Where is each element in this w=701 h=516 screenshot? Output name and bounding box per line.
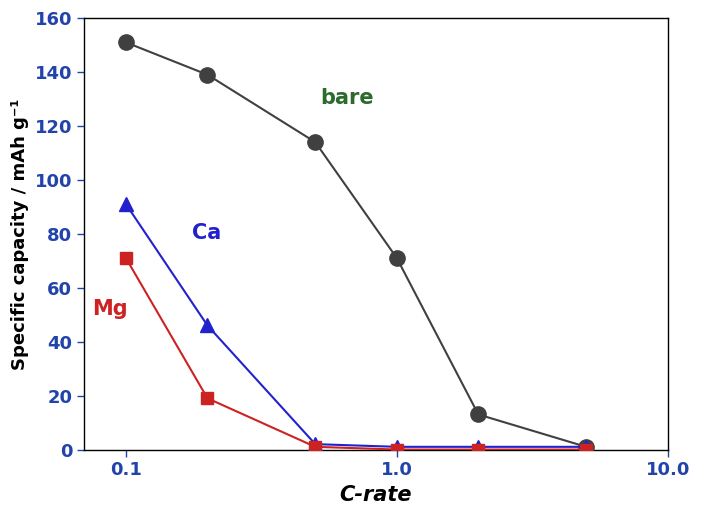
X-axis label: C-rate: C-rate [339, 485, 412, 505]
Text: bare: bare [320, 88, 374, 108]
Text: Mg: Mg [92, 299, 128, 319]
Text: Ca: Ca [192, 223, 221, 243]
Y-axis label: Specific capacity / mAh g⁻¹: Specific capacity / mAh g⁻¹ [11, 98, 29, 369]
